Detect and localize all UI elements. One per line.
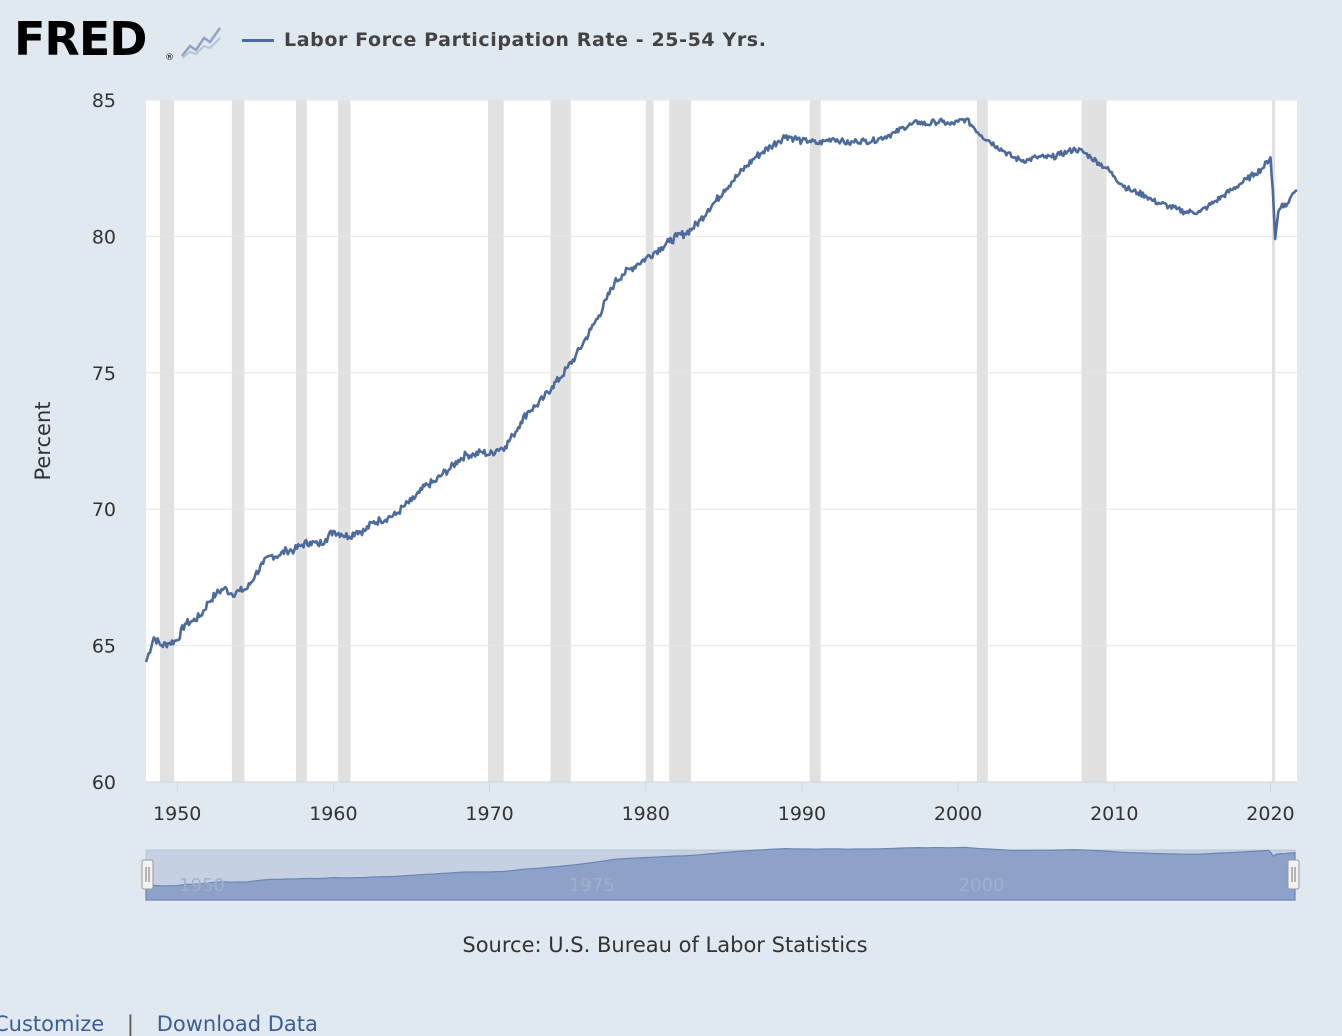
- recession-band: [1272, 100, 1276, 782]
- y-tick-label: 65: [92, 636, 116, 658]
- x-tick-label: 1990: [778, 803, 826, 825]
- recession-band: [976, 100, 988, 782]
- x-tick-label: 2010: [1090, 803, 1138, 825]
- series-line: [144, 117, 1298, 663]
- legend-swatch: [242, 38, 274, 42]
- navigator-left-handle[interactable]: [141, 859, 154, 890]
- legend-label: Labor Force Participation Rate - 25-54 Y…: [284, 29, 767, 51]
- customize-link[interactable]: Customize: [0, 1012, 105, 1036]
- recession-band: [160, 100, 175, 782]
- navigator-series-area: [145, 846, 1296, 901]
- recession-band: [295, 100, 307, 782]
- footer-separator: |: [126, 1012, 134, 1036]
- recession-band: [809, 100, 821, 782]
- recession-band: [1081, 100, 1107, 782]
- y-tick-label: 75: [92, 363, 116, 385]
- recession-band: [550, 100, 571, 782]
- plot-area: [146, 100, 1297, 782]
- source-note: Source: U.S. Bureau of Labor Statistics: [462, 933, 868, 957]
- navigator-tick-label: 1950: [179, 875, 225, 896]
- x-tick-label: 2000: [934, 803, 982, 825]
- handle-body[interactable]: [1287, 859, 1300, 890]
- line-chart-icon: [179, 21, 223, 61]
- recession-band: [338, 100, 351, 782]
- x-tick-label: 1970: [465, 803, 513, 825]
- x-tick-label: 1960: [309, 803, 357, 825]
- navigator-tick-label: 2000: [959, 875, 1005, 896]
- range-navigator[interactable]: 1950 1975 2000: [141, 846, 1300, 901]
- footer-links: Customize | Download Data: [0, 1012, 334, 1036]
- download-data-link[interactable]: Download Data: [156, 1012, 318, 1036]
- chart[interactable]: 60 65 70 75 80 85 1950 1960 1970 1980 1990 2000 201…: [0, 0, 1342, 920]
- recession-band: [488, 100, 504, 782]
- registered-mark: ®: [165, 53, 174, 63]
- chart-header: FRED ® Labor Force Participation Rate - …: [0, 0, 1342, 90]
- x-tick-label: 1980: [622, 803, 670, 825]
- navigator-right-handle[interactable]: [1287, 859, 1300, 890]
- navigator-tick-label: 1975: [569, 875, 615, 896]
- y-tick-label: 70: [92, 499, 116, 521]
- y-tick-label: 80: [92, 226, 116, 248]
- y-axis-label: Percent: [31, 401, 55, 480]
- x-tick-label: 1950: [153, 803, 201, 825]
- y-tick-label: 60: [92, 772, 116, 794]
- y-tick-label: 85: [92, 90, 116, 112]
- handle-body[interactable]: [141, 859, 154, 890]
- recession-band: [669, 100, 692, 782]
- legend: Labor Force Participation Rate - 25-54 Y…: [242, 28, 767, 52]
- x-tick-label: 2020: [1246, 803, 1294, 825]
- recession-band: [645, 100, 654, 782]
- fred-logo[interactable]: FRED: [14, 12, 147, 66]
- recession-band: [231, 100, 245, 782]
